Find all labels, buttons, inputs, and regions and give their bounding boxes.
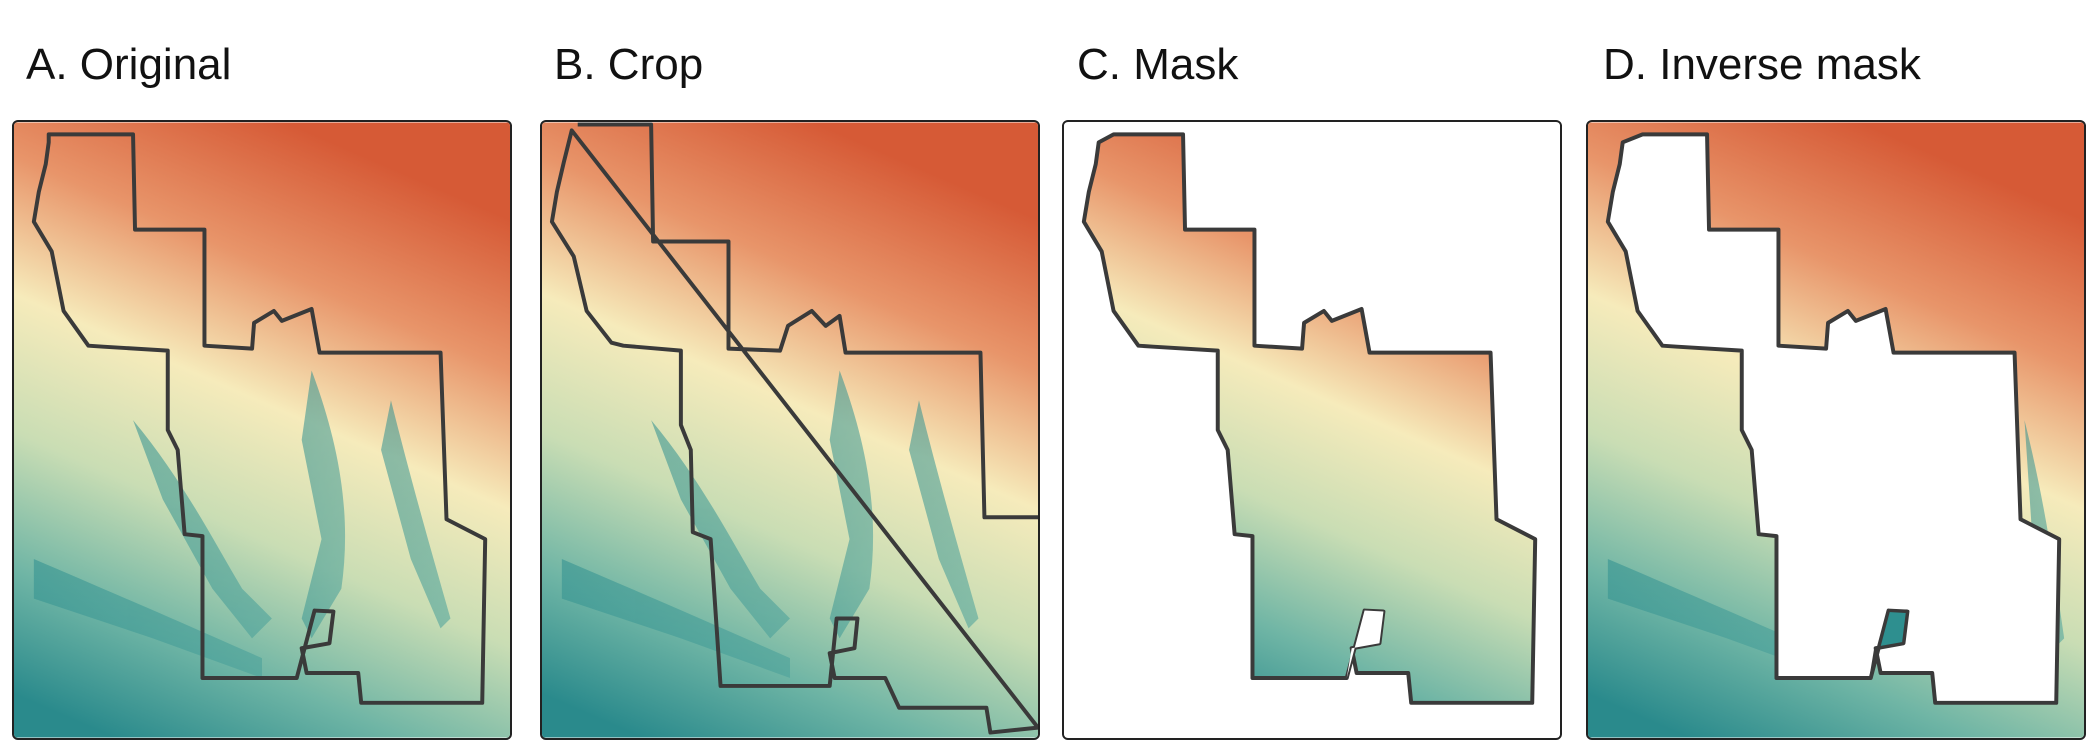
panel-b-title: B. Crop	[554, 40, 704, 89]
map-panel-original	[12, 120, 512, 740]
panel-d-title: D. Inverse mask	[1603, 40, 1921, 89]
panel-a-title: A. Original	[26, 40, 232, 89]
map-panel-mask	[1062, 120, 1562, 740]
terrain-texture	[33, 370, 451, 678]
map-panel-inverse-mask	[1586, 120, 2086, 740]
map-crop-svg	[542, 122, 1038, 738]
map-panel-crop	[540, 120, 1040, 740]
map-inverse-svg	[1588, 122, 2084, 738]
panel-c-title: C. Mask	[1077, 40, 1239, 89]
map-mask-svg	[1064, 122, 1560, 738]
elevation-raster	[14, 122, 510, 738]
park-boundary	[31, 132, 488, 705]
mask-hole	[1346, 610, 1384, 678]
terrain-texture	[561, 370, 979, 678]
map-original-svg	[14, 122, 510, 738]
island-remaining	[1869, 608, 1910, 679]
park-boundary	[549, 122, 1038, 735]
elevation-raster	[542, 122, 1038, 738]
